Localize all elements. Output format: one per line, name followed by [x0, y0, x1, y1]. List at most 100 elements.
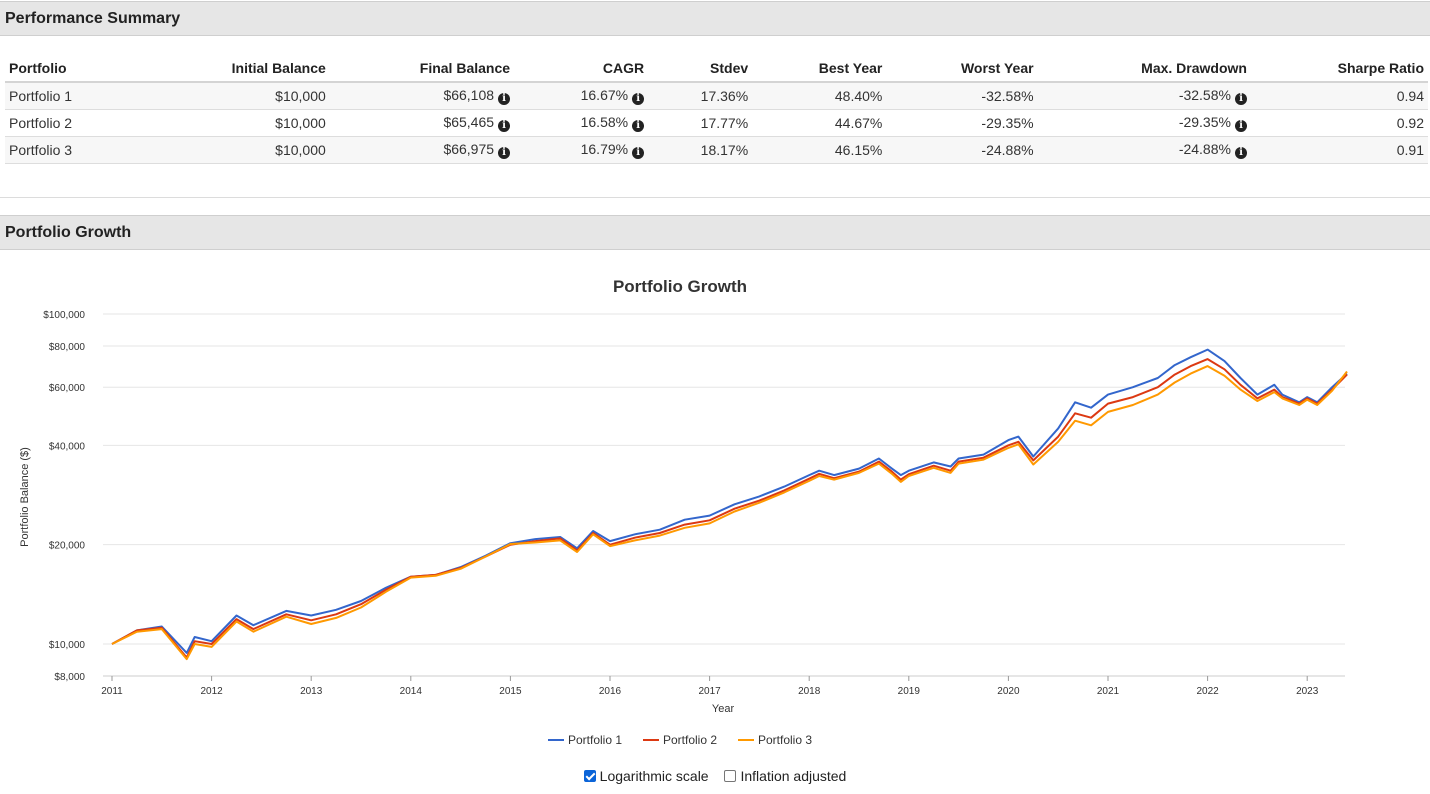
x-tick-label: 2016	[599, 686, 622, 697]
col-final-balance: Final Balance	[329, 55, 515, 83]
cell-stdev: 17.36%	[648, 82, 753, 110]
series-line-portfolio-3	[111, 365, 1348, 661]
col-portfolio: Portfolio	[5, 55, 139, 83]
performance-summary-title: Performance Summary	[5, 10, 181, 27]
x-tick-label: 2011	[101, 686, 123, 697]
x-tick-label: 2017	[698, 686, 721, 697]
cell-best: 44.67%	[752, 109, 887, 137]
col-worst-year: Worst Year	[886, 55, 1038, 83]
cell-portfolio: Portfolio 3	[5, 136, 139, 164]
col-best-year: Best Year	[752, 55, 887, 83]
cell-sharpe: 0.91	[1250, 136, 1428, 164]
chart-legend: Portfolio 1 Portfolio 2 Portfolio 3	[548, 733, 812, 747]
portfolio-growth-chart[interactable]: Portfolio Growth $8,000 $10,000 $20,000 $40…	[0, 252, 1430, 764]
cell-sharpe: 0.94	[1250, 82, 1428, 110]
cell-stdev: 18.17%	[648, 136, 753, 164]
x-axis-ticks: 2011 2012 2013 2014 2015 2016 2017 2018 2019 2020…	[101, 676, 1319, 697]
cell-worst: -29.35%	[886, 109, 1038, 137]
x-tick-label: 2015	[499, 686, 522, 697]
x-tick-label: 2018	[798, 686, 821, 697]
cagr-value: 16.67%	[580, 87, 629, 103]
chart-options: Logarithmic scale Inflation adjusted	[0, 768, 1430, 784]
legend-label: Portfolio 2	[663, 733, 717, 747]
table-row: Portfolio 3 $10,000 $66,975 i 16.79% i 18.…	[5, 136, 1428, 164]
table-row: Portfolio 2 $10,000 $65,465 i 16.58% i 17.…	[5, 109, 1428, 137]
cell-cagr: 16.79% i	[514, 136, 649, 164]
y-axis-title: Portfolio Balance ($)	[19, 447, 31, 547]
x-tick-label: 2014	[400, 686, 423, 697]
x-axis-title: Year	[712, 703, 735, 715]
legend-label: Portfolio 3	[758, 733, 812, 747]
cell-initial: $10,000	[138, 136, 330, 164]
y-tick-label: $10,000	[49, 640, 86, 651]
cell-final: $65,465 i	[329, 109, 515, 137]
x-tick-label: 2019	[898, 686, 921, 697]
info-icon[interactable]: i	[632, 120, 645, 132]
x-tick-label: 2021	[1097, 686, 1120, 697]
table-header-row: Portfolio Initial Balance Final Balance …	[5, 55, 1428, 83]
cell-stdev: 17.77%	[648, 109, 753, 137]
info-icon[interactable]: i	[1234, 120, 1247, 132]
y-tick-label: $80,000	[49, 342, 86, 353]
series-line-portfolio-2	[111, 358, 1348, 659]
y-tick-label: $8,000	[54, 672, 85, 683]
cell-cagr: 16.67% i	[514, 82, 649, 110]
section-divider	[0, 197, 1430, 198]
y-tick-label: $40,000	[49, 441, 86, 452]
cell-worst: -24.88%	[886, 136, 1038, 164]
y-tick-label: $60,000	[49, 383, 86, 394]
info-icon[interactable]: i	[498, 147, 511, 159]
final-value: $66,108	[443, 87, 495, 103]
col-initial-balance: Initial Balance	[138, 55, 330, 83]
cell-sharpe: 0.92	[1250, 109, 1428, 137]
cell-initial: $10,000	[138, 82, 330, 110]
x-tick-label: 2020	[997, 686, 1020, 697]
table-row: Portfolio 1 $10,000 $66,108 i 16.67% i 17.…	[5, 82, 1428, 110]
chart-title: Portfolio Growth	[613, 277, 747, 296]
y-axis-ticks: $8,000 $10,000 $20,000 $40,000 $60,000 $80,00…	[43, 310, 85, 683]
cell-best: 46.15%	[752, 136, 887, 164]
col-sharpe-ratio: Sharpe Ratio	[1250, 55, 1428, 83]
info-icon[interactable]: i	[632, 147, 645, 159]
y-tick-label: $20,000	[49, 541, 86, 552]
col-cagr: CAGR	[514, 55, 649, 83]
info-icon[interactable]: i	[632, 93, 645, 105]
cell-worst: -32.58%	[886, 82, 1038, 110]
drawdown-value: -29.35%	[1178, 114, 1231, 130]
final-value: $66,975	[443, 141, 495, 157]
legend-label: Portfolio 1	[568, 733, 622, 747]
portfolio-growth-title: Portfolio Growth	[5, 224, 132, 241]
col-max-drawdown: Max. Drawdown	[1037, 55, 1251, 83]
inflation-checkbox[interactable]	[724, 770, 737, 782]
info-icon[interactable]: i	[498, 120, 511, 132]
cell-final: $66,975 i	[329, 136, 515, 164]
performance-table: Portfolio Initial Balance Final Balance …	[5, 55, 1428, 164]
x-tick-label: 2013	[300, 686, 323, 697]
drawdown-value: -24.88%	[1178, 141, 1231, 157]
performance-summary-header: Performance Summary	[0, 1, 1430, 36]
cell-initial: $10,000	[138, 109, 330, 137]
info-icon[interactable]: i	[498, 93, 511, 105]
chart-series	[111, 348, 1348, 661]
cell-drawdown: -32.58% i	[1037, 82, 1251, 110]
cell-portfolio: Portfolio 1	[5, 82, 139, 110]
cell-final: $66,108 i	[329, 82, 515, 110]
final-value: $65,465	[443, 114, 495, 130]
log-scale-checkbox[interactable]	[583, 770, 596, 782]
y-tick-label: $100,000	[43, 310, 85, 321]
cell-best: 48.40%	[752, 82, 887, 110]
series-line-portfolio-1	[111, 348, 1348, 654]
x-tick-label: 2012	[200, 686, 223, 697]
info-icon[interactable]: i	[1234, 147, 1247, 159]
log-scale-option[interactable]: Logarithmic scale	[583, 768, 709, 784]
cagr-value: 16.58%	[580, 114, 629, 130]
log-scale-label: Logarithmic scale	[599, 768, 709, 784]
cagr-value: 16.79%	[580, 141, 629, 157]
x-tick-label: 2022	[1196, 686, 1219, 697]
cell-drawdown: -24.88% i	[1037, 136, 1251, 164]
x-tick-label: 2023	[1296, 686, 1319, 697]
info-icon[interactable]: i	[1234, 93, 1247, 105]
cell-portfolio: Portfolio 2	[5, 109, 139, 137]
drawdown-value: -32.58%	[1178, 87, 1231, 103]
inflation-option[interactable]: Inflation adjusted	[724, 768, 846, 784]
